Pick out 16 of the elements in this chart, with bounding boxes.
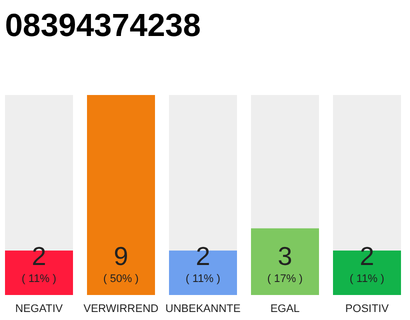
- data-label: 2: [360, 241, 374, 271]
- annotation: ( 11% ): [186, 273, 220, 285]
- x-tick-label: VERWIRREND: [84, 303, 159, 315]
- chart-title: 08394374238: [5, 7, 201, 43]
- data-label: 2: [32, 241, 46, 271]
- x-tick-label: UNBEKANNTE: [165, 303, 241, 315]
- x-tick-label: NEGATIV: [15, 303, 64, 315]
- annotation: ( 11% ): [22, 273, 56, 285]
- annotation: ( 17% ): [267, 273, 303, 285]
- x-tick-label: EGAL: [270, 303, 300, 315]
- annotation: ( 50% ): [103, 273, 139, 285]
- data-label: 3: [278, 241, 292, 271]
- annotation: ( 11% ): [350, 273, 384, 285]
- data-label: 2: [196, 241, 210, 271]
- x-tick-label: POSITIV: [345, 303, 390, 315]
- data-label: 9: [114, 241, 128, 271]
